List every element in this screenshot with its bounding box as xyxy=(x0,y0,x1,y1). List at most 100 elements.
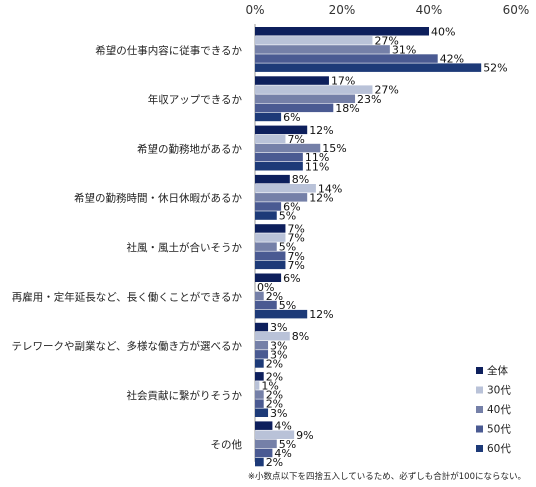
data-label: 2% xyxy=(266,290,283,303)
bar xyxy=(255,184,316,193)
data-label: 7% xyxy=(287,250,304,263)
data-label: 40% xyxy=(431,25,455,38)
bar xyxy=(255,300,277,310)
bar xyxy=(255,174,290,184)
data-label: 27% xyxy=(374,84,398,97)
data-label: 5% xyxy=(279,299,296,312)
bar xyxy=(255,85,373,94)
data-label: 3% xyxy=(270,407,287,420)
data-label: 5% xyxy=(279,438,296,451)
legend-swatch xyxy=(476,445,483,452)
bar xyxy=(255,381,260,390)
data-label: 2% xyxy=(266,389,283,402)
data-label: 2% xyxy=(266,456,283,469)
category-label: 社風・風土が合いそうか xyxy=(127,241,243,254)
category-label: その他 xyxy=(211,438,243,451)
x-tick-label: 40% xyxy=(416,3,443,17)
bar xyxy=(255,448,273,458)
data-label: 3% xyxy=(270,339,287,352)
data-label: 3% xyxy=(270,348,287,361)
bar xyxy=(255,193,308,202)
data-label: 42% xyxy=(440,53,464,66)
data-label: 12% xyxy=(309,124,333,137)
bar xyxy=(255,112,282,122)
bar xyxy=(255,202,282,211)
bar xyxy=(255,45,390,54)
data-label: 4% xyxy=(274,447,291,460)
legend-label: 30代 xyxy=(487,385,511,397)
bar xyxy=(255,27,429,36)
bar xyxy=(255,63,482,72)
data-label: 1% xyxy=(261,380,278,393)
x-tick-label: 60% xyxy=(503,3,530,17)
data-label: 3% xyxy=(270,321,287,334)
bar xyxy=(255,350,269,359)
data-label: 9% xyxy=(296,429,313,442)
data-label: 15% xyxy=(322,142,346,155)
bar xyxy=(255,54,438,63)
data-label: 27% xyxy=(374,34,398,47)
data-label: 7% xyxy=(287,259,304,272)
bar xyxy=(255,103,334,113)
data-label: 11% xyxy=(305,160,329,173)
bar xyxy=(255,162,303,171)
bar xyxy=(255,134,286,144)
data-label: 7% xyxy=(287,223,304,236)
data-label: 2% xyxy=(266,358,283,371)
category-label: 年収アップできるか xyxy=(148,93,243,106)
category-label: 再雇用・定年延長など、長く働くことができるか xyxy=(12,290,243,303)
legend-label: 50代 xyxy=(487,424,511,436)
data-label: 5% xyxy=(279,241,296,254)
category-label: 希望の勤務地があるか xyxy=(137,142,242,155)
legend-swatch xyxy=(476,406,483,413)
bar xyxy=(255,36,373,45)
bar xyxy=(255,211,277,220)
legend-swatch xyxy=(476,425,483,433)
bar xyxy=(255,143,321,153)
legend-swatch xyxy=(476,367,483,374)
data-label: 8% xyxy=(292,330,309,343)
bar xyxy=(255,260,286,270)
data-label: 23% xyxy=(357,93,381,106)
data-label: 4% xyxy=(274,420,291,433)
data-label: 7% xyxy=(287,133,304,146)
data-label: 7% xyxy=(287,232,304,245)
data-label: 18% xyxy=(335,102,359,115)
bar xyxy=(255,76,329,85)
data-label: 6% xyxy=(283,201,300,214)
data-label: 31% xyxy=(392,44,416,57)
bar xyxy=(255,224,286,233)
bar xyxy=(255,359,264,368)
category-label: テレワークや副業など、多様な働き方が選べるか xyxy=(12,340,243,353)
x-tick-label: 20% xyxy=(329,3,356,17)
bar xyxy=(255,152,303,162)
data-label: 0% xyxy=(257,281,274,294)
bar xyxy=(255,233,286,242)
bar xyxy=(255,439,277,449)
legend-label: 全体 xyxy=(487,364,508,377)
bar xyxy=(255,430,295,439)
data-label: 6% xyxy=(283,272,300,285)
bar xyxy=(255,372,264,381)
bar xyxy=(255,408,269,417)
bar xyxy=(255,125,308,135)
bar xyxy=(255,309,308,319)
bar xyxy=(255,421,273,430)
data-label: 17% xyxy=(331,75,355,88)
bar xyxy=(255,390,264,399)
x-tick-label: 0% xyxy=(245,3,264,17)
category-label: 希望の勤務時間・休日休暇があるか xyxy=(74,192,242,205)
legend-label: 60代 xyxy=(487,443,511,455)
data-label: 6% xyxy=(283,111,300,124)
legend-swatch xyxy=(476,386,483,394)
data-label: 2% xyxy=(266,370,283,383)
data-label: 5% xyxy=(279,210,296,223)
bar xyxy=(255,331,290,341)
footnote: ※小数点以下を四捨五入しているため、必ずしも合計が100にならない。 xyxy=(247,472,526,482)
data-label: 12% xyxy=(309,191,333,204)
bar xyxy=(255,399,264,408)
bar xyxy=(255,457,264,467)
legend-label: 40代 xyxy=(487,404,511,416)
data-label: 2% xyxy=(266,398,283,411)
